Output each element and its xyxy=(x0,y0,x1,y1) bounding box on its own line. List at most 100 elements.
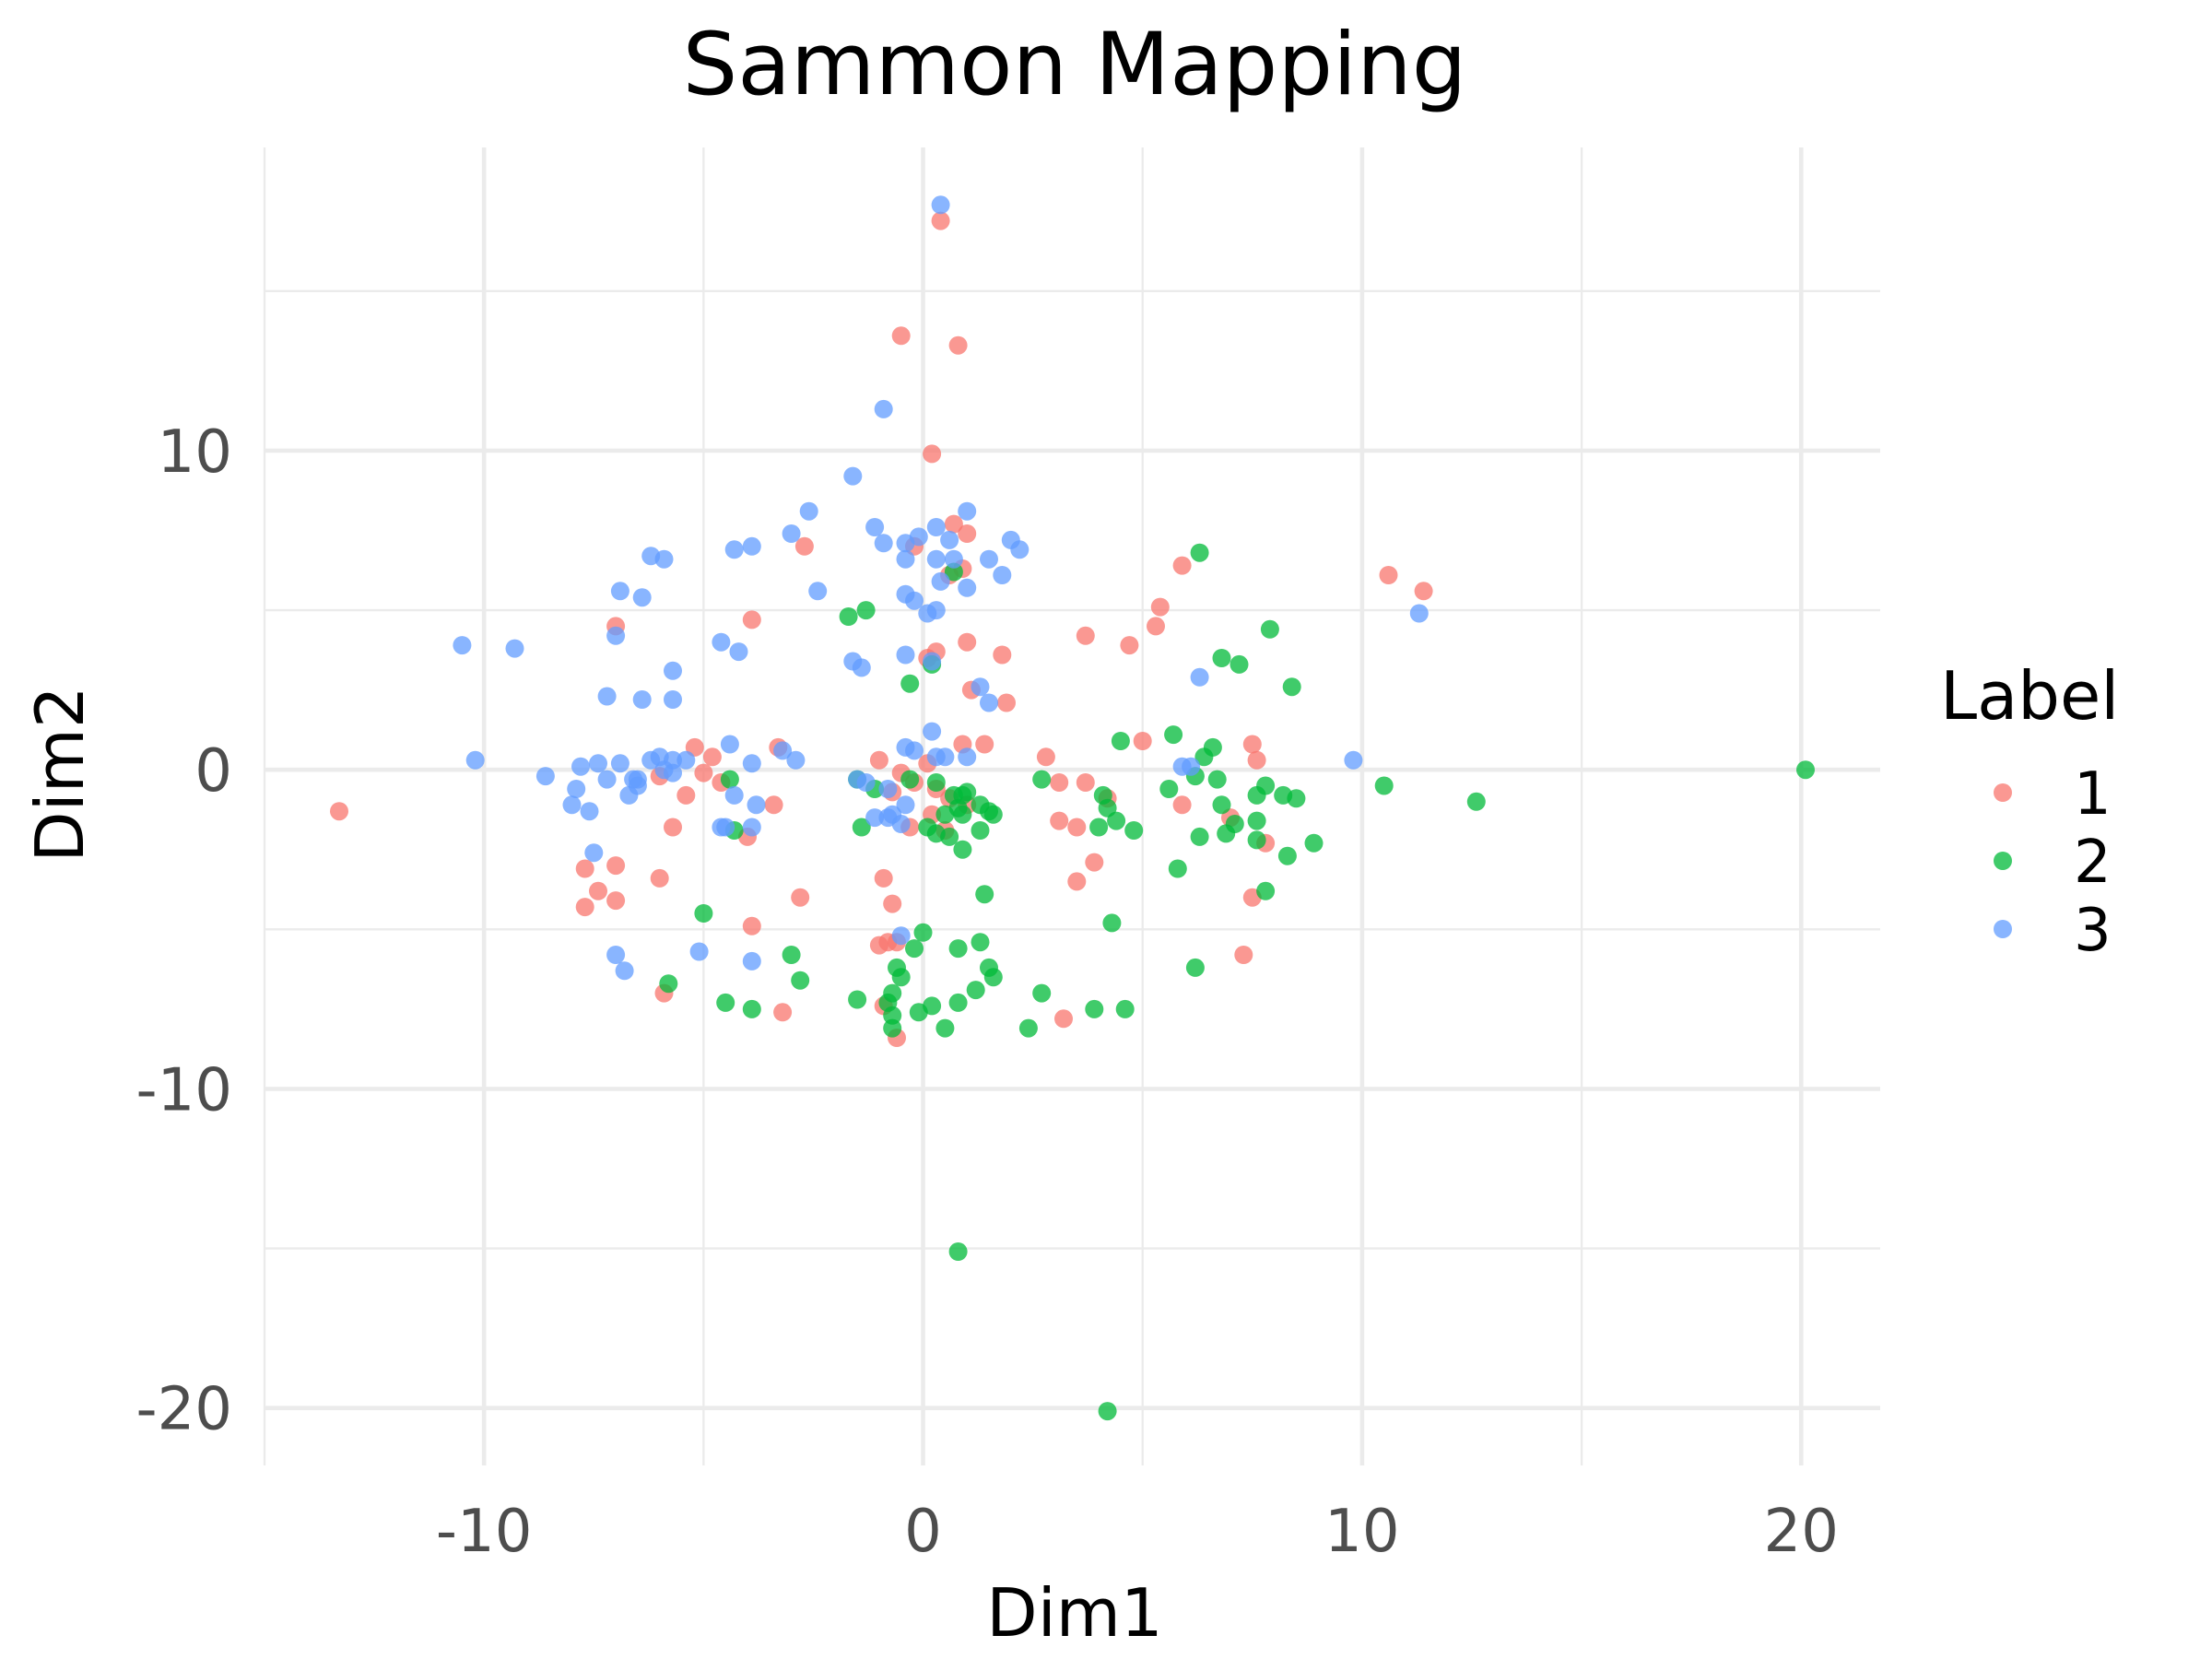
point-series-2 xyxy=(944,562,963,582)
legend-key-1 xyxy=(1994,783,2012,802)
point-series-3 xyxy=(891,926,911,946)
point-series-3 xyxy=(597,770,617,789)
point-series-3 xyxy=(505,639,524,658)
point-series-3 xyxy=(874,534,893,553)
point-series-1 xyxy=(1414,582,1433,601)
x-tick-label: 20 xyxy=(1764,1498,1839,1566)
point-series-3 xyxy=(724,785,744,805)
point-series-2 xyxy=(913,923,933,942)
point-series-1 xyxy=(993,645,1012,665)
point-series-1 xyxy=(664,818,682,837)
point-series-1 xyxy=(1247,750,1266,770)
point-series-1 xyxy=(1242,735,1262,754)
point-series-1 xyxy=(923,444,942,464)
point-series-3 xyxy=(610,582,629,601)
point-series-3 xyxy=(610,754,629,773)
point-series-3 xyxy=(878,808,898,828)
point-series-1 xyxy=(958,632,977,652)
point-series-2 xyxy=(1247,785,1266,805)
point-series-3 xyxy=(535,767,555,786)
point-series-3 xyxy=(1010,540,1030,559)
point-series-1 xyxy=(606,891,626,911)
point-series-2 xyxy=(1217,824,1236,843)
point-series-1 xyxy=(931,211,950,230)
point-series-2 xyxy=(1304,833,1324,853)
legend-label-3: 3 xyxy=(2074,897,2112,965)
point-series-2 xyxy=(948,939,968,959)
legend-title: Label xyxy=(1940,657,2119,735)
x-axis-title: Dim1 xyxy=(986,1574,1162,1652)
point-series-2 xyxy=(953,805,972,824)
point-series-1 xyxy=(1050,773,1069,792)
point-series-1 xyxy=(773,1003,793,1022)
point-series-3 xyxy=(465,750,485,770)
point-series-2 xyxy=(1115,999,1135,1018)
point-series-1 xyxy=(1067,872,1087,891)
point-series-2 xyxy=(1185,958,1205,977)
point-series-2 xyxy=(935,805,955,824)
point-series-2 xyxy=(953,785,972,805)
point-series-3 xyxy=(747,795,766,815)
point-series-3 xyxy=(923,652,942,671)
point-series-2 xyxy=(1796,760,1815,780)
point-series-2 xyxy=(1018,1018,1038,1038)
y-axis-ticks: -20 -10 0 10 xyxy=(135,418,232,1444)
point-series-1 xyxy=(1379,566,1398,584)
point-series-3 xyxy=(896,549,915,569)
point-series-2 xyxy=(1124,821,1144,840)
point-series-1 xyxy=(958,524,977,543)
point-series-3 xyxy=(619,785,639,805)
point-series-2 xyxy=(1111,732,1130,750)
point-series-3 xyxy=(729,642,748,662)
point-series-2 xyxy=(1107,811,1126,830)
point-series-3 xyxy=(742,536,761,556)
point-series-3 xyxy=(865,808,885,828)
legend: Label 123 xyxy=(1940,657,2119,965)
point-series-3 xyxy=(799,501,818,521)
point-series-1 xyxy=(874,868,893,888)
point-series-2 xyxy=(856,601,876,620)
point-series-2 xyxy=(1466,792,1486,811)
point-series-3 xyxy=(571,757,590,776)
point-series-2 xyxy=(1190,543,1209,562)
point-series-1 xyxy=(694,763,713,782)
point-series-3 xyxy=(905,741,924,760)
point-series-2 xyxy=(983,805,1003,824)
point-series-1 xyxy=(650,868,669,888)
point-series-3 xyxy=(958,747,977,767)
y-tick-label: 10 xyxy=(158,418,232,487)
point-series-3 xyxy=(742,818,761,837)
x-tick-label: 0 xyxy=(904,1498,942,1566)
point-series-3 xyxy=(926,601,946,620)
point-series-2 xyxy=(909,1003,928,1022)
point-series-3 xyxy=(567,780,586,798)
point-series-3 xyxy=(1344,750,1363,770)
point-series-3 xyxy=(615,961,634,981)
point-series-2 xyxy=(1102,913,1122,933)
point-series-3 xyxy=(597,687,617,706)
point-series-3 xyxy=(664,763,682,782)
data-points xyxy=(330,195,1815,1421)
point-series-3 xyxy=(923,722,942,741)
point-series-1 xyxy=(1120,636,1139,655)
point-series-3 xyxy=(971,677,990,697)
point-series-3 xyxy=(852,658,871,677)
point-series-2 xyxy=(1032,770,1052,789)
point-series-1 xyxy=(1150,597,1170,617)
point-series-2 xyxy=(883,1006,902,1025)
point-series-1 xyxy=(589,881,607,900)
point-series-2 xyxy=(975,885,994,904)
point-series-3 xyxy=(664,690,682,709)
point-series-3 xyxy=(980,549,998,569)
point-series-1 xyxy=(997,693,1016,712)
point-series-3 xyxy=(606,626,626,645)
major-gridlines xyxy=(265,147,1880,1465)
point-series-3 xyxy=(931,195,950,215)
point-series-3 xyxy=(712,818,731,837)
point-series-2 xyxy=(1282,677,1301,697)
point-series-3 xyxy=(808,582,828,601)
point-series-2 xyxy=(1164,725,1183,745)
point-series-1 xyxy=(702,747,722,767)
point-series-3 xyxy=(1190,667,1209,687)
point-series-2 xyxy=(848,990,867,1009)
